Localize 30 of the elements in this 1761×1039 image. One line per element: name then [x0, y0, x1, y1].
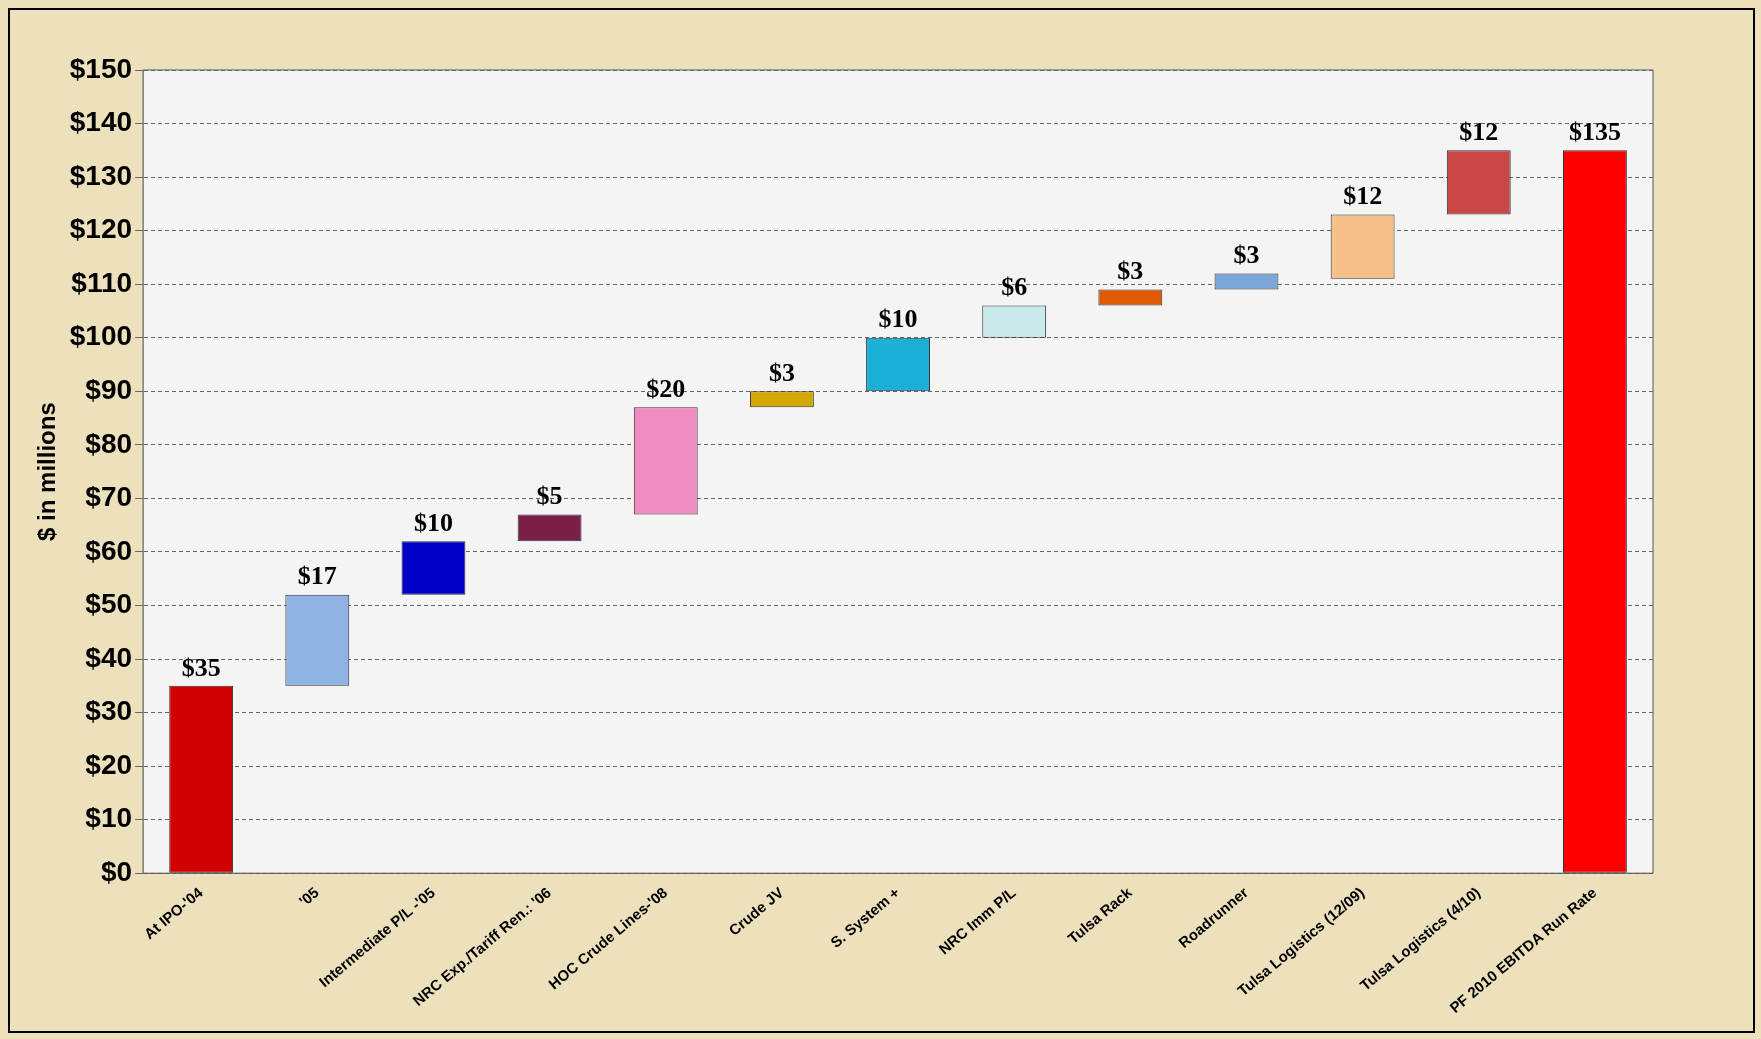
data-label: $10 [878, 304, 918, 334]
y-tick-label: $110 [71, 266, 133, 298]
x-tick-label: '05 [295, 883, 322, 910]
y-tick-label: $60 [85, 534, 133, 566]
y-tick-label: $150 [69, 52, 133, 84]
y-tick-label: $80 [85, 427, 133, 459]
y-tick-label: $120 [69, 213, 133, 245]
y-tick-label: $130 [69, 159, 133, 191]
data-label: $135 [1568, 117, 1621, 147]
data-label: $12 [1343, 181, 1383, 211]
y-tick-label: $90 [85, 374, 133, 405]
data-label: $3 [768, 358, 795, 387]
data-label: $12 [1459, 117, 1499, 147]
data-label: $17 [297, 561, 337, 591]
y-axis-title: $ in millions [33, 402, 61, 541]
y-tick-label: $100 [69, 320, 133, 352]
y-tick-label: $50 [85, 588, 133, 620]
y-tick-label: $30 [85, 695, 133, 727]
data-label: $10 [413, 507, 453, 537]
y-tick-label: $140 [69, 106, 133, 138]
y-tick-label: $20 [85, 748, 133, 780]
y-tick-label: $40 [85, 641, 133, 673]
y-tick-label: $10 [85, 802, 133, 834]
y-tick-label: $0 [100, 855, 133, 887]
data-label: $35 [181, 652, 221, 682]
y-tick-label: $70 [85, 481, 133, 513]
data-label: $3 [1117, 256, 1144, 286]
data-label: $6 [1001, 272, 1028, 302]
data-label: $3 [1233, 240, 1260, 270]
data-label: $20 [646, 374, 686, 404]
